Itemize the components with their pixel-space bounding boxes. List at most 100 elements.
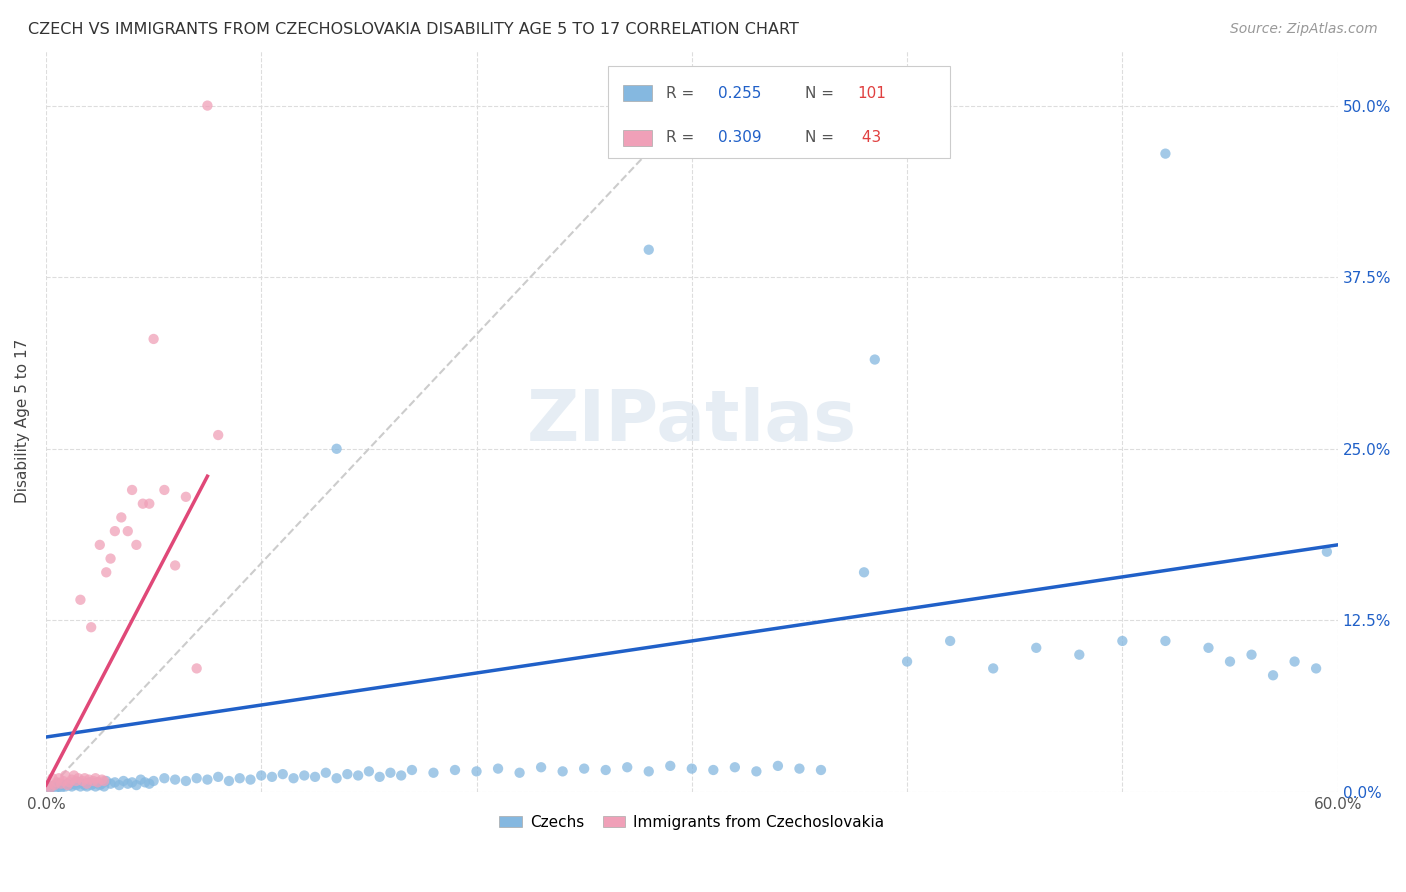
Point — [1240, 648, 1263, 662]
Point — [59, 775, 82, 789]
Point — [138, 497, 160, 511]
Y-axis label: Disability Age 5 to 17: Disability Age 5 to 17 — [15, 339, 30, 503]
Point — [93, 774, 115, 789]
Point — [112, 774, 135, 789]
Point — [67, 775, 90, 789]
Point — [63, 777, 86, 791]
Point — [207, 770, 229, 784]
Point — [1111, 634, 1133, 648]
Point — [981, 661, 1004, 675]
Point — [681, 762, 703, 776]
Point — [86, 775, 108, 789]
Point — [218, 774, 240, 789]
Point — [939, 634, 962, 648]
Point — [73, 771, 96, 785]
Point — [121, 483, 143, 497]
Point — [347, 768, 370, 782]
Point — [60, 772, 83, 787]
Point — [117, 777, 139, 791]
Point — [138, 777, 160, 791]
Point — [530, 760, 553, 774]
Text: N =: N = — [806, 86, 839, 101]
Point — [100, 777, 122, 791]
Point — [509, 765, 531, 780]
Point — [357, 764, 380, 779]
Point — [80, 778, 103, 792]
Point — [39, 780, 62, 795]
Point — [1284, 655, 1306, 669]
Point — [304, 770, 326, 784]
Point — [82, 777, 104, 791]
Point — [84, 780, 107, 794]
Point — [80, 620, 103, 634]
Point — [56, 777, 79, 791]
Point — [292, 768, 315, 782]
Text: N =: N = — [806, 130, 839, 145]
Point — [48, 771, 70, 785]
Point — [1154, 146, 1177, 161]
Point — [59, 778, 82, 792]
Text: ZIPatlas: ZIPatlas — [527, 387, 856, 456]
Point — [52, 778, 75, 792]
Point — [76, 780, 98, 794]
Point — [186, 661, 208, 675]
Point — [1261, 668, 1284, 682]
Point — [65, 778, 87, 792]
Point — [91, 772, 114, 787]
Point — [444, 763, 467, 777]
Point — [45, 777, 67, 791]
Point — [260, 770, 283, 784]
Point — [1198, 640, 1220, 655]
Point — [96, 566, 118, 580]
Point — [207, 428, 229, 442]
Point — [67, 771, 90, 785]
Text: 0.255: 0.255 — [717, 86, 761, 101]
Point — [197, 98, 219, 112]
Point — [48, 780, 70, 794]
Point — [132, 497, 155, 511]
Point — [1154, 634, 1177, 648]
Text: 0.309: 0.309 — [717, 130, 761, 145]
Point — [104, 775, 127, 789]
Point — [125, 538, 148, 552]
Point — [174, 774, 197, 789]
Point — [56, 778, 79, 792]
Point — [486, 762, 509, 776]
Point — [76, 777, 98, 791]
Point — [82, 774, 104, 789]
Point — [86, 775, 108, 789]
Point — [1219, 655, 1241, 669]
Point — [100, 551, 122, 566]
Point — [724, 760, 747, 774]
Point — [1069, 648, 1091, 662]
Text: 101: 101 — [858, 86, 886, 101]
Point — [315, 765, 337, 780]
Point — [1305, 661, 1327, 675]
Point — [69, 780, 91, 794]
Point — [53, 780, 76, 794]
Point — [745, 764, 768, 779]
Point — [896, 655, 918, 669]
Point — [117, 524, 139, 538]
Point — [142, 774, 165, 789]
Point — [1316, 545, 1339, 559]
Point — [77, 772, 100, 787]
Point — [69, 592, 91, 607]
Point — [368, 770, 391, 784]
Point — [637, 764, 659, 779]
Point — [1025, 640, 1047, 655]
Point — [73, 778, 96, 792]
Point — [142, 332, 165, 346]
Point — [153, 771, 176, 785]
Point — [108, 778, 131, 792]
Point — [325, 771, 347, 785]
Point — [39, 780, 62, 795]
Point — [153, 483, 176, 497]
Point — [49, 777, 72, 791]
Point — [789, 762, 811, 776]
Point — [104, 524, 127, 538]
Point — [110, 510, 132, 524]
Point — [283, 771, 305, 785]
Point — [91, 777, 114, 791]
Point — [125, 778, 148, 792]
